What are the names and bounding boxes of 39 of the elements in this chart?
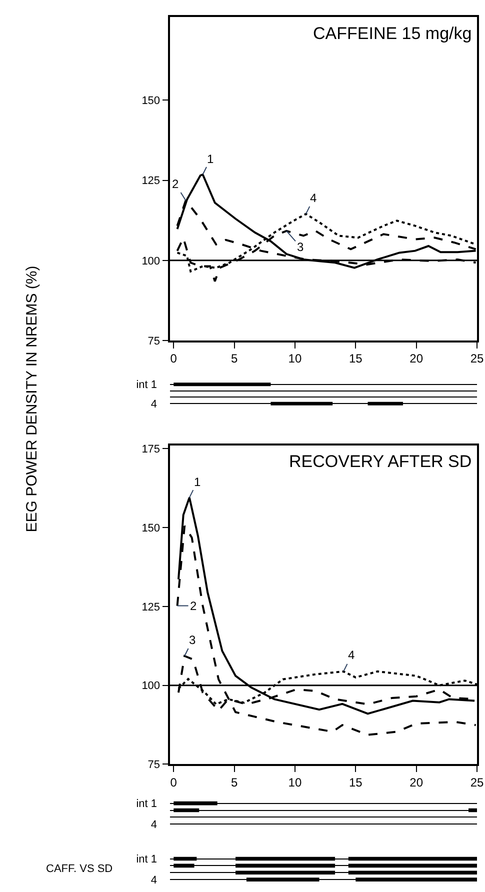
- text: CAFF. VS SD: [46, 863, 113, 875]
- series-label: 1: [194, 475, 201, 489]
- x-tick-label: 10: [288, 352, 302, 366]
- y-tick-label: int 1: [136, 379, 157, 392]
- x-tick-label: 20: [410, 775, 424, 790]
- x-tick-label: 25: [470, 775, 484, 790]
- x-tick-label: 0: [170, 775, 178, 790]
- y-tick-label: 150: [142, 522, 160, 534]
- x-tick-label: 20: [410, 352, 424, 366]
- y-tick-label: int 1: [136, 798, 157, 810]
- y-tick-label: 100: [142, 255, 160, 268]
- chart-title: RECOVERY AFTER SD: [289, 452, 472, 471]
- y-tick-label: int 1: [136, 854, 157, 866]
- series-label: 1: [207, 152, 214, 166]
- text: CAFFEINE 15 mg/kg: [313, 24, 472, 43]
- y-tick-label: 125: [142, 601, 160, 614]
- x-tick-label: 15: [348, 352, 363, 366]
- y-tick-label: 150: [142, 95, 160, 108]
- y-tick-label: 100: [142, 680, 160, 692]
- y-tick-label: 4: [150, 818, 157, 831]
- x-tick-label: 5: [230, 775, 238, 790]
- x-tick-label: 0: [170, 352, 178, 366]
- y-tick-label: 125: [142, 175, 160, 188]
- x-tick-label: 15: [348, 775, 363, 790]
- x-tick-label: 25: [470, 352, 484, 366]
- series-label: 4: [310, 191, 317, 205]
- series-label: 2: [190, 599, 197, 613]
- series-label: 2: [172, 177, 179, 191]
- series-label: 4: [348, 648, 355, 662]
- y-tick-label: 75: [148, 335, 160, 348]
- series-label: 3: [189, 633, 196, 647]
- y-tick-label: 4: [150, 874, 157, 886]
- x-tick-label: 10: [288, 775, 302, 790]
- y-tick-label: 175: [142, 443, 160, 456]
- series-label: 3: [297, 240, 304, 254]
- y-tick-label: 4: [150, 398, 157, 411]
- y-tick-label: 75: [148, 759, 160, 772]
- x-tick-label: 5: [230, 352, 238, 366]
- y-axis-title: EEG POWER DENSITY IN NREMS (%): [24, 266, 40, 532]
